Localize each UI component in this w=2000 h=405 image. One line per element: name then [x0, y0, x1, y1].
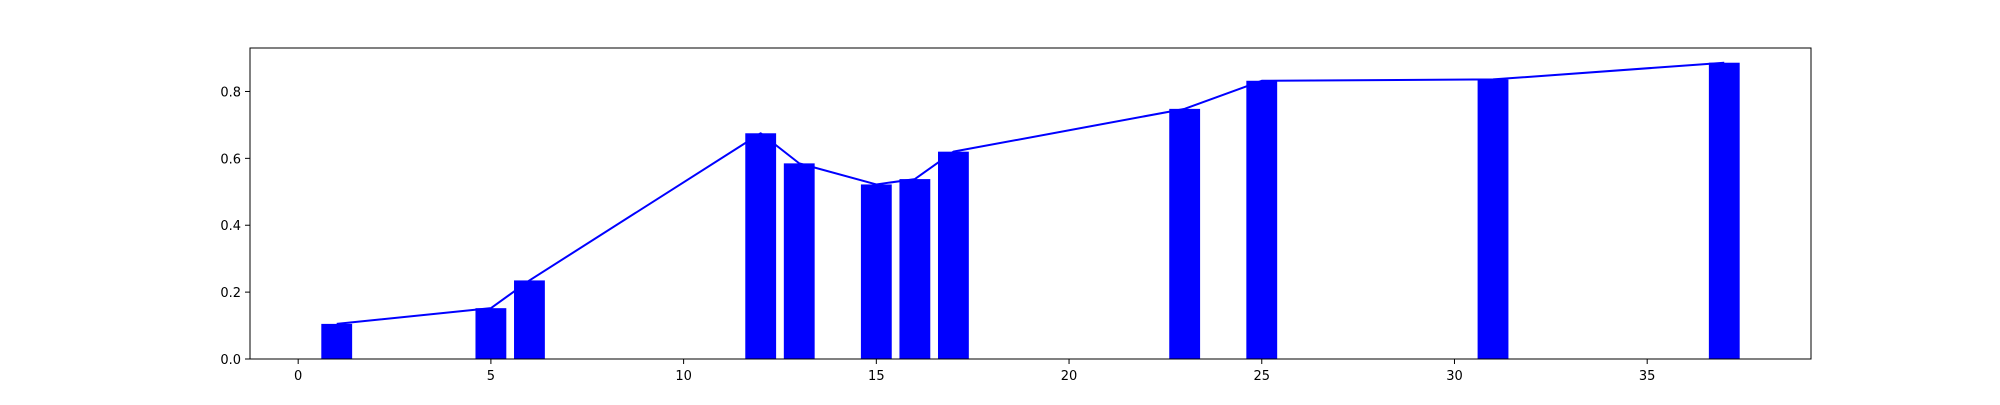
x-tick-label: 25	[1253, 369, 1270, 384]
y-tick-label: 0.8	[220, 85, 241, 100]
bars-layer	[321, 62, 1740, 360]
bar	[1708, 62, 1740, 359]
bar	[860, 184, 892, 359]
series-line	[336, 61, 1725, 325]
x-tick-label: 30	[1446, 369, 1463, 384]
plot-frame	[249, 47, 1812, 360]
x-tick-label: 20	[1061, 369, 1078, 384]
bar	[1477, 79, 1509, 359]
y-tick-label: 0.4	[220, 219, 241, 234]
y-axis: 0.0 0.2 0.4 0.6 0.8	[220, 85, 250, 368]
bar	[475, 308, 507, 359]
line-layer	[336, 61, 1725, 325]
y-tick-label: 0.2	[220, 286, 241, 301]
x-axis: 0 5 10 15 20 25 30 35	[294, 359, 1655, 384]
bar	[514, 280, 545, 359]
y-tick-label: 0.6	[220, 152, 241, 167]
bar	[783, 163, 815, 359]
x-tick-label: 10	[675, 369, 692, 384]
bar	[937, 151, 969, 359]
bar	[899, 179, 931, 359]
x-tick-label: 15	[868, 369, 885, 384]
bar	[1169, 108, 1201, 359]
x-tick-label: 35	[1639, 369, 1656, 384]
bar	[321, 323, 353, 359]
bar	[1246, 80, 1278, 360]
y-tick-label: 0.0	[220, 353, 241, 368]
bar	[745, 133, 777, 359]
x-tick-label: 0	[294, 369, 302, 384]
x-tick-label: 5	[487, 369, 495, 384]
